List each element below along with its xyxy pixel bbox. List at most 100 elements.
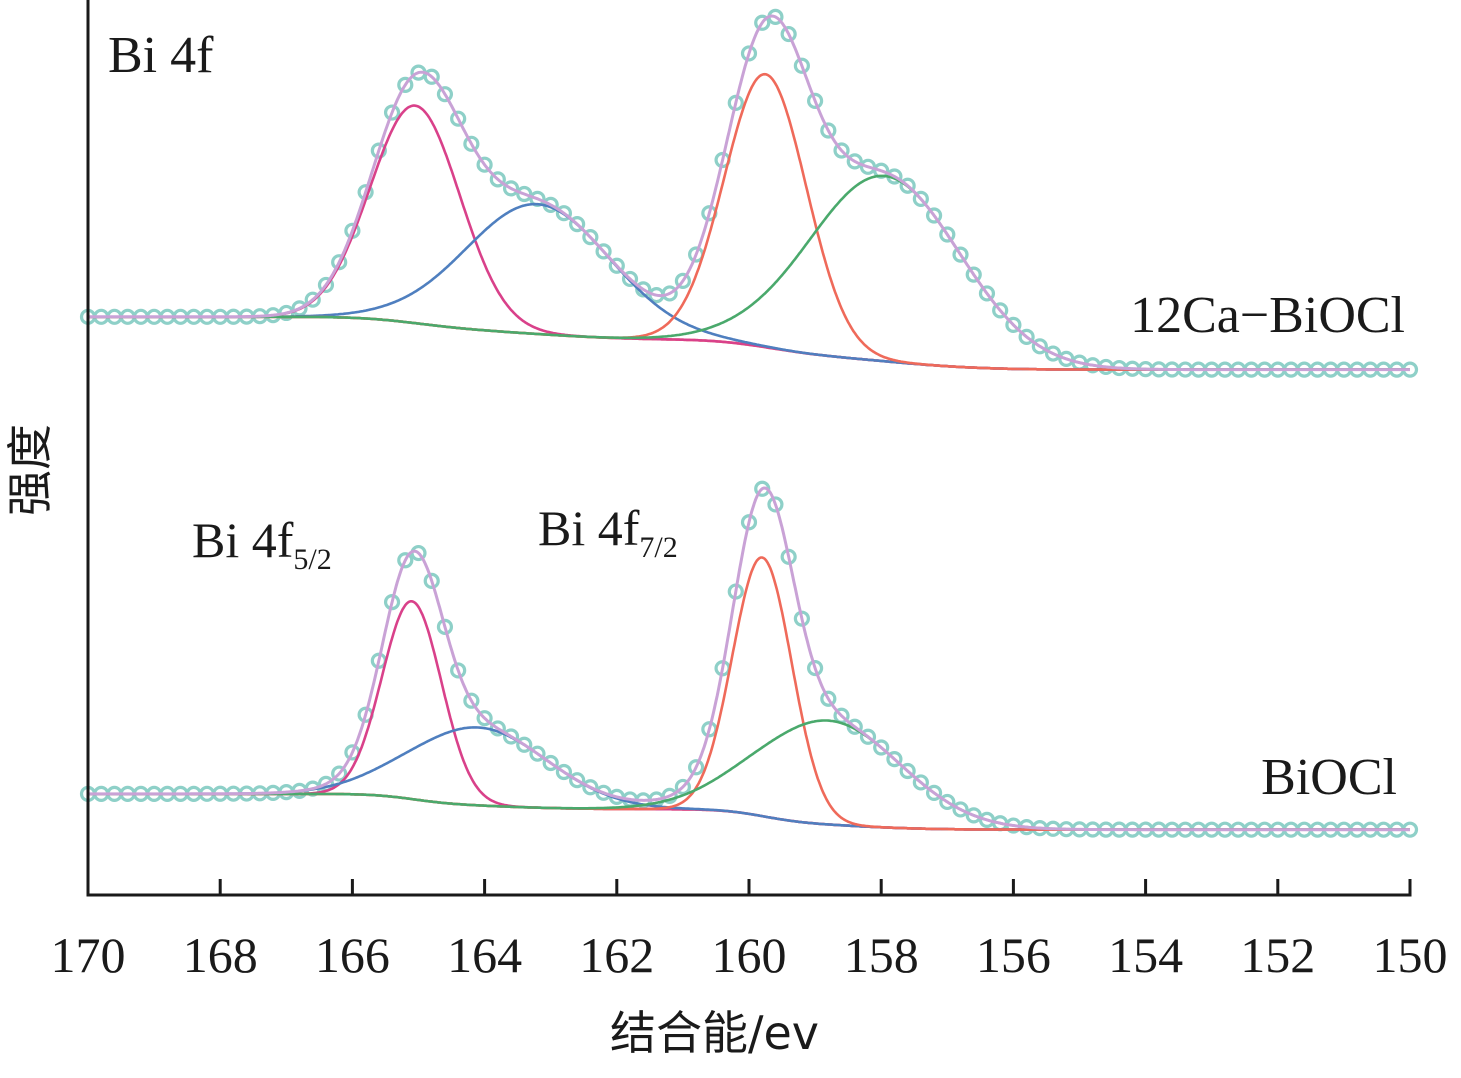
data-point	[555, 763, 573, 781]
data-point	[688, 759, 705, 776]
x-tick-label: 158	[844, 927, 919, 983]
data-point	[331, 765, 348, 782]
x-tick-label: 164	[447, 927, 522, 983]
x-tick-label: 152	[1240, 927, 1315, 983]
data-point	[886, 751, 903, 768]
x-tick-label: 154	[1108, 927, 1183, 983]
data-point	[793, 57, 810, 74]
data-point	[463, 692, 480, 709]
data-point	[952, 246, 969, 263]
data-point	[661, 285, 678, 302]
annotation-subscript: 7/2	[639, 531, 678, 564]
annotation-bi4f52: Bi 4f5/2	[192, 515, 332, 575]
x-axis-label: 结合能/ev	[610, 1006, 820, 1060]
data-point	[912, 190, 929, 207]
data-point	[820, 122, 837, 139]
data-point	[899, 177, 916, 194]
axes-layer: 170 168 166 164 162 160 158 156 154 152 150	[51, 0, 1448, 983]
data-point	[1005, 316, 1022, 333]
data-point	[383, 104, 401, 121]
data-point	[965, 266, 982, 283]
data-point	[516, 185, 533, 203]
data-point	[1031, 338, 1048, 355]
data-point	[291, 300, 308, 317]
data-point	[516, 736, 533, 753]
data-point	[476, 156, 493, 173]
chart-title: Bi 4f	[108, 27, 214, 84]
data-point	[1044, 345, 1062, 362]
data-point	[674, 272, 692, 290]
data-point	[331, 254, 348, 271]
x-tick-label: 162	[579, 927, 654, 983]
data-point	[450, 662, 467, 679]
annotation-text: Bi 4f	[192, 512, 294, 568]
data-point	[317, 276, 335, 294]
data-point	[529, 745, 546, 762]
data-point	[939, 226, 956, 243]
data-point	[569, 772, 586, 789]
annotation-bi4f72: Bi 4f7/2	[538, 503, 678, 563]
component-bi4f5-2_shoulder	[88, 726, 1410, 831]
data-point	[740, 45, 758, 62]
data-point	[912, 774, 929, 791]
data-point	[423, 572, 440, 590]
data-point	[463, 135, 480, 152]
data-point	[423, 68, 440, 85]
data-point	[383, 593, 401, 611]
data-point	[489, 171, 506, 188]
data-point	[992, 302, 1009, 319]
data-point	[846, 153, 863, 170]
x-tick-label: 160	[712, 927, 787, 983]
data-point	[661, 787, 678, 804]
data-point	[873, 739, 890, 756]
data-point	[820, 690, 837, 707]
data-point	[635, 281, 652, 298]
data-point	[555, 205, 573, 222]
y-axis-label: 强度	[3, 424, 57, 516]
data-point	[754, 14, 771, 31]
data-point	[621, 270, 639, 288]
data-point	[370, 142, 387, 159]
curves-layer	[79, 8, 1419, 838]
data-point	[806, 659, 824, 677]
x-tick-label: 168	[183, 927, 258, 983]
x-tick-label: 156	[976, 927, 1051, 983]
data-point	[582, 779, 599, 796]
series-label-biocl: BiOCl	[1261, 749, 1397, 806]
data-point	[674, 778, 692, 796]
data-point	[833, 142, 850, 159]
x-tick-label: 166	[315, 927, 390, 983]
x-tick-label: 150	[1373, 927, 1448, 983]
data-point	[873, 162, 890, 179]
data-point	[502, 180, 520, 197]
annotation-subscript: 5/2	[293, 543, 332, 576]
data-point	[476, 710, 493, 727]
data-point	[806, 92, 824, 109]
data-point	[965, 807, 982, 824]
data-point	[397, 76, 414, 93]
data-point	[595, 243, 612, 260]
fit-envelope	[88, 486, 1410, 832]
data-point	[859, 728, 877, 745]
x-tick-label: 170	[51, 927, 126, 983]
series-label-12ca-biocl: 12Ca−BiOCl	[1130, 287, 1405, 344]
data-point	[608, 257, 625, 274]
component-bi4f5-2_main	[88, 600, 1410, 831]
data-point	[1018, 328, 1035, 345]
series-12ca-biocl	[79, 8, 1419, 378]
data-point	[939, 793, 956, 811]
component-bi4f7-2_main	[88, 556, 1410, 831]
data-point	[978, 285, 996, 302]
data-point	[569, 216, 586, 233]
data-point	[899, 762, 916, 780]
data-point	[436, 618, 454, 635]
fit-envelope	[88, 14, 1410, 372]
data-point	[780, 25, 797, 43]
data-point	[450, 110, 467, 127]
data-point	[952, 801, 969, 818]
data-point	[502, 728, 520, 745]
series-biocl	[79, 480, 1419, 838]
data-point	[304, 291, 321, 308]
annotation-text: Bi 4f	[538, 500, 640, 556]
